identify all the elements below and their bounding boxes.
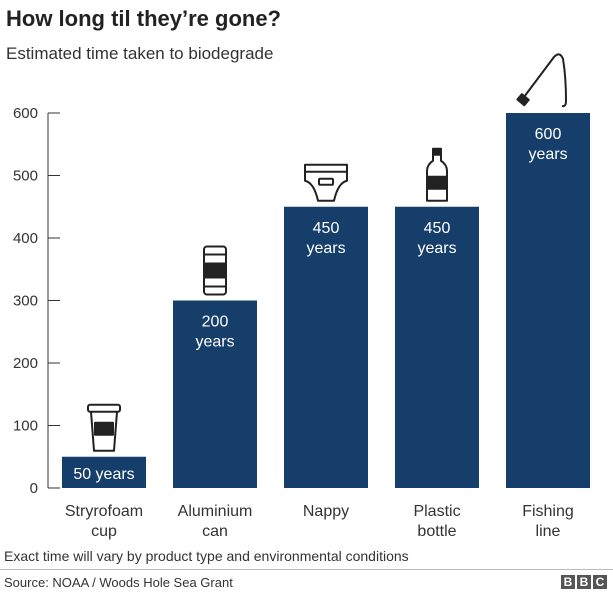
category-label: Fishing [522, 503, 574, 520]
category-label: bottle [417, 523, 456, 540]
footer-divider [0, 569, 613, 570]
bar [173, 300, 257, 488]
y-tick-label: 200 [13, 355, 38, 372]
y-tick-label: 500 [13, 168, 38, 185]
can-icon [203, 245, 227, 296]
y-tick-label: 400 [13, 230, 38, 247]
data-label: years [528, 146, 567, 163]
cup-icon [87, 403, 121, 452]
y-tick-label: 300 [13, 293, 38, 310]
data-label: years [306, 240, 345, 257]
data-label: 450 [313, 220, 340, 237]
bar [284, 206, 368, 488]
data-label: years [417, 240, 456, 257]
y-tick-label: 100 [13, 418, 38, 435]
category-label: can [202, 523, 228, 540]
bbc-logo-letter: C [593, 575, 607, 589]
category-label: Stryrofoam [65, 503, 143, 520]
bar [395, 206, 479, 488]
data-label: 450 [424, 220, 451, 237]
data-label: 50 years [73, 466, 134, 483]
bar [506, 113, 590, 488]
bbc-logo-letter: B [577, 575, 591, 589]
nappy-icon [304, 163, 348, 202]
bbc-logo: B B C [561, 575, 607, 589]
category-label: Aluminium [178, 503, 253, 520]
category-label: Nappy [303, 503, 349, 520]
bottle-icon [426, 147, 448, 202]
y-tick-label: 600 [13, 105, 38, 122]
bbc-logo-letter: B [561, 575, 575, 589]
category-label: Plastic [413, 503, 460, 520]
data-label: 600 [535, 126, 562, 143]
category-label: line [536, 523, 561, 540]
bar [62, 456, 146, 488]
data-label: 200 [202, 314, 229, 331]
y-tick-label: 0 [30, 480, 38, 497]
chart-title: How long til they’re gone? [6, 6, 281, 31]
fishing-line-icon [516, 53, 567, 108]
data-label: years [195, 334, 234, 351]
source-text: Source: NOAA / Woods Hole Sea Grant [4, 575, 233, 590]
bar-chart: 0 100 200 300 400 500 600 50 years Stryrofoam cup… [13, 53, 590, 540]
footnote: Exact time will vary by product type and… [4, 548, 409, 564]
chart-subtitle: Estimated time taken to biodegrade [6, 44, 274, 63]
category-label: cup [91, 523, 117, 540]
